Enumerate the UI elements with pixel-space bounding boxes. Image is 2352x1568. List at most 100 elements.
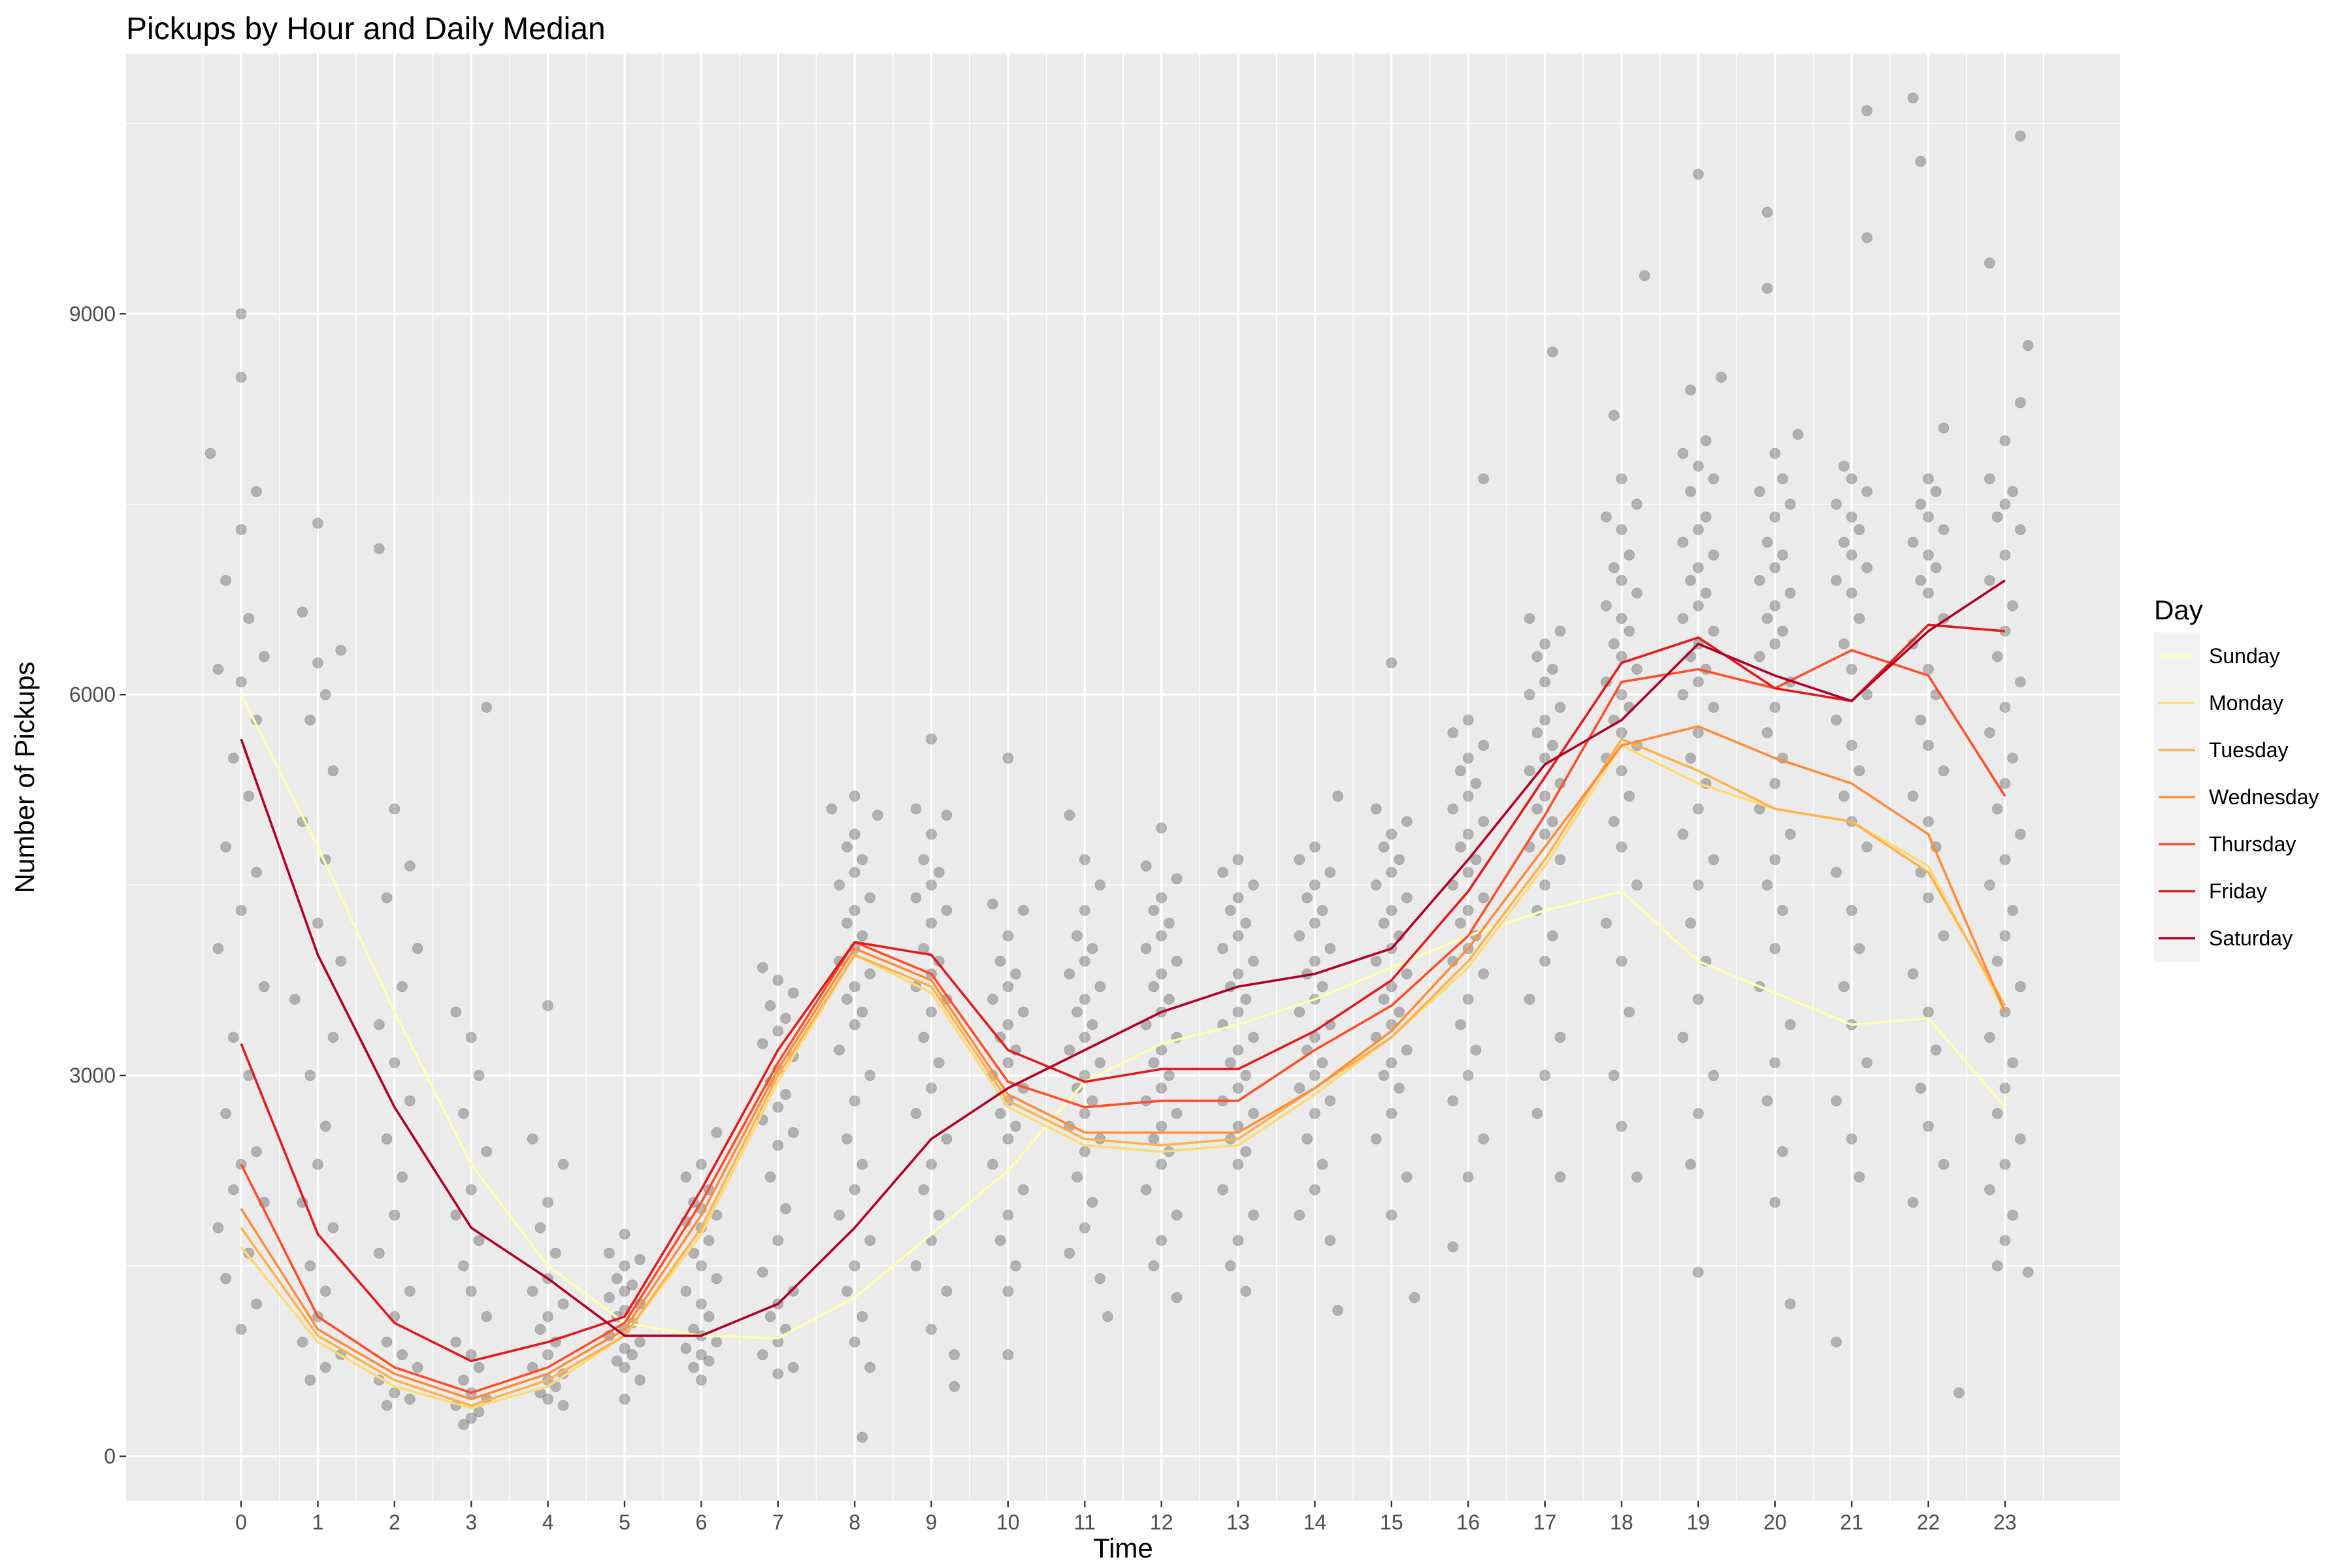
x-tick-label: 0: [235, 1511, 247, 1534]
legend-item-thursday: Thursday: [2154, 821, 2296, 868]
scatter-point: [1478, 968, 1490, 980]
scatter-point: [1002, 1133, 1014, 1145]
scatter-point: [1700, 511, 1712, 523]
series-line-saturday: [240, 579, 2006, 1337]
scatter-point: [235, 371, 247, 383]
scatter-point: [1991, 1260, 2003, 1272]
scatter-point: [1831, 714, 1842, 726]
scatter-point: [1930, 485, 1942, 497]
scatter-point: [1401, 1044, 1413, 1056]
scatter-point: [397, 981, 408, 992]
scatter-point: [1991, 803, 2003, 815]
scatter-point: [780, 1203, 792, 1215]
x-tick-label: 4: [542, 1511, 554, 1534]
scatter-point: [680, 1343, 692, 1354]
scatter-point: [1708, 702, 1720, 713]
scatter-point: [1171, 873, 1183, 885]
scatter-point: [457, 1260, 469, 1272]
scatter-point: [1148, 981, 1160, 992]
scatter-point: [910, 1260, 922, 1272]
scatter-point: [1601, 511, 1612, 523]
scatter-point: [1301, 892, 1313, 904]
scatter-point: [335, 644, 347, 656]
scatter-point: [787, 1127, 799, 1139]
scatter-point: [319, 1285, 331, 1297]
x-tick-label: 17: [1533, 1511, 1557, 1534]
scatter-point: [1784, 828, 1796, 840]
series-line-monday: [240, 744, 2006, 1409]
series-line-sunday: [240, 694, 2006, 1340]
scatter-point: [527, 1285, 538, 1297]
scatter-point: [1923, 549, 1935, 561]
scatter-point: [634, 1336, 645, 1348]
scatter-point: [757, 1038, 768, 1050]
scatter-point: [1708, 854, 1720, 866]
scatter-point: [757, 1349, 768, 1361]
scatter-point: [1692, 169, 1704, 180]
scatter-point: [1616, 765, 1627, 777]
scatter-point: [1163, 994, 1175, 1005]
scatter-point: [994, 1235, 1006, 1247]
scatter-point: [1086, 1019, 1098, 1030]
scatter-point: [619, 1285, 630, 1297]
scatter-point: [1761, 613, 1773, 625]
scatter-point: [1616, 1120, 1627, 1132]
scatter-point: [695, 1374, 707, 1386]
scatter-point: [1991, 511, 2003, 523]
scatter-point: [1064, 1044, 1075, 1056]
scatter-point: [849, 1260, 860, 1272]
scatter-point: [1861, 485, 1873, 497]
scatter-point: [297, 606, 308, 618]
grid-minor: [126, 54, 2120, 1501]
scatter-point: [1769, 777, 1781, 789]
scatter-point: [1086, 1196, 1098, 1208]
scatter-point: [1462, 1070, 1474, 1081]
scatter-point: [1324, 1235, 1336, 1247]
scatter-point: [527, 1133, 538, 1145]
legend-label: Wednesday: [2209, 785, 2319, 809]
scatter-point: [1086, 1095, 1098, 1107]
scatter-point: [1677, 613, 1689, 625]
scatter-point: [235, 676, 247, 688]
scatter-point: [465, 1285, 477, 1297]
scatter-point: [1554, 625, 1566, 637]
scatter-point: [1761, 536, 1773, 548]
scatter-point: [1324, 866, 1336, 878]
scatter-point: [1677, 828, 1689, 840]
scatter-point: [1378, 994, 1390, 1005]
scatter-point: [327, 1222, 339, 1233]
scatter-point: [542, 1000, 554, 1011]
scatter-point: [312, 1158, 323, 1170]
scatter-point: [2007, 752, 2019, 764]
x-axis-title: Time: [1093, 1533, 1153, 1563]
scatter-point: [227, 1184, 239, 1196]
scatter-point: [1754, 651, 1765, 662]
scatter-point: [864, 968, 876, 980]
scatter-point: [849, 1336, 860, 1348]
scatter-point: [1907, 536, 1919, 548]
scatter-point: [1915, 498, 1927, 510]
scatter-point: [1232, 892, 1244, 904]
scatter-point: [780, 1013, 792, 1024]
scatter-point: [1140, 1184, 1152, 1196]
scatter-point: [297, 1336, 308, 1348]
scatter-point: [849, 828, 860, 840]
scatter-point: [1539, 676, 1551, 688]
scatter-point: [841, 917, 853, 929]
scatter-point: [857, 1006, 868, 1018]
scatter-point: [1999, 1083, 2011, 1094]
scatter-point: [1554, 1171, 1566, 1183]
legend-title: Day: [2154, 595, 2203, 625]
scatter-point: [1224, 1057, 1236, 1069]
scatter-point: [1086, 943, 1098, 955]
scatter-point: [1546, 663, 1558, 675]
scatter-point: [1601, 917, 1612, 929]
scatter-point: [1478, 1133, 1490, 1145]
scatter-point: [926, 1324, 938, 1335]
scatter-point: [780, 1088, 792, 1100]
scatter-point: [450, 1209, 462, 1221]
scatter-point: [1761, 206, 1773, 218]
scatter-point: [772, 1025, 784, 1037]
scatter-point: [619, 1394, 630, 1405]
series-line-wednesday: [240, 725, 2006, 1401]
